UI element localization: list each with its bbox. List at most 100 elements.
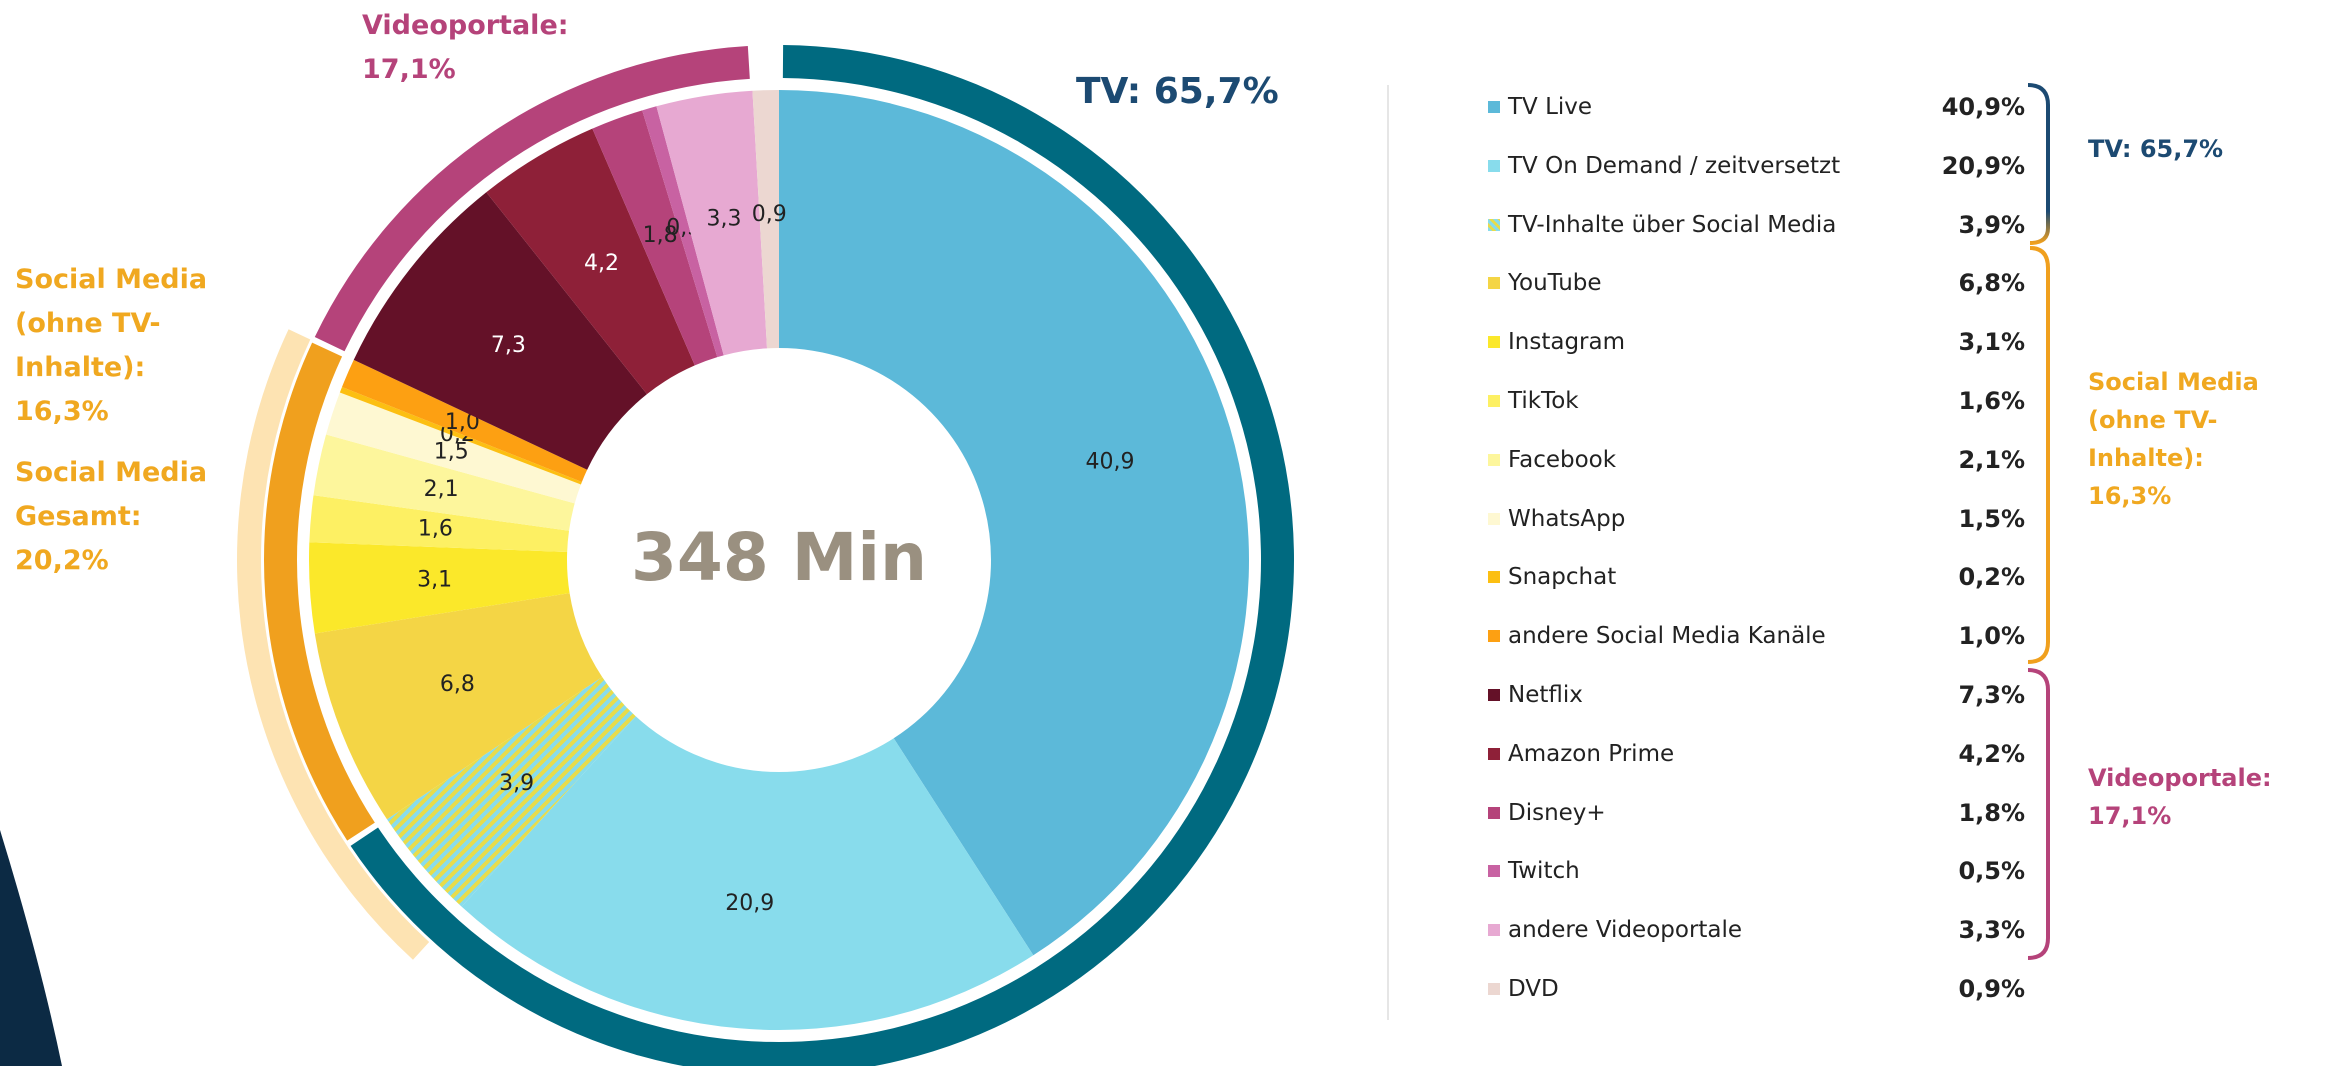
group-ring (314, 45, 750, 352)
legend-value: 1,6% (1958, 387, 2025, 415)
total-group-ring (236, 329, 430, 960)
legend-value: 1,0% (1958, 622, 2025, 651)
slice-label: 6,8 (440, 672, 475, 697)
slice (486, 128, 695, 395)
slice (342, 359, 588, 482)
bracket-social (2027, 246, 2050, 664)
legend-label: TV Live (1508, 94, 1593, 120)
legend-entry: andere Videoportale (1488, 910, 1742, 950)
legend-label: Disney+ (1508, 799, 1606, 826)
legend-swatch (1488, 218, 1500, 231)
legend-entry: Instagram (1488, 322, 1625, 362)
legend-entry: WhatsApp (1488, 499, 1625, 539)
group-label: TV: 65,7% (2088, 130, 2323, 168)
legend-swatch (1488, 101, 1500, 113)
group-value: 65,7% (2139, 135, 2224, 163)
legend-label: TikTok (1508, 388, 1579, 414)
legend-label: WhatsApp (1508, 505, 1626, 532)
legend-swatch (1488, 747, 1500, 760)
group-label: Videoportale: 17,1% (2088, 759, 2323, 835)
legend-value: 0,2% (1958, 563, 2025, 592)
slice (386, 676, 636, 907)
group-label: Social Media (ohne TV-Inhalte): 16,3% (2088, 363, 2323, 515)
bracket-video (2027, 668, 2050, 960)
slice (339, 386, 582, 485)
legend-label: Facebook (1508, 446, 1617, 473)
legend-value: 3,9% (1958, 210, 2025, 239)
legend-swatch (1488, 512, 1500, 525)
legend-swatch (1488, 159, 1500, 172)
corner-image (0, 830, 62, 1066)
slice (353, 192, 647, 470)
center-label: 348 Min (631, 519, 927, 596)
slice (309, 495, 570, 553)
legend-entry: DVD (1488, 969, 1559, 1009)
slice-label: 3,9 (499, 771, 534, 796)
legend-value: 1,5% (1958, 504, 2025, 533)
group-title: TV: (2088, 135, 2132, 163)
legend-label: Netflix (1508, 682, 1583, 708)
legend-swatch (1488, 395, 1500, 407)
group-value: 65,7% (1153, 71, 1279, 112)
group-label: Videoportale: 17,1% (362, 4, 569, 92)
legend-value: 1,8% (1958, 798, 2025, 827)
slice-label: 1,5 (434, 439, 469, 464)
slice-label: 1,6 (418, 517, 453, 542)
legend-entry: andere Social Media Kanäle (1488, 616, 1826, 656)
slice (309, 542, 570, 634)
group-title: Social Media Gesamt: (15, 457, 208, 532)
legend-entry: Disney+ (1488, 793, 1606, 833)
legend-swatch (1488, 865, 1500, 878)
legend-entry: Twitch (1488, 851, 1580, 891)
legend-value: 40,9% (1941, 93, 2025, 121)
slice (326, 392, 581, 504)
group-label: TV: 65,7% (1076, 70, 1279, 114)
slice-label: 4,2 (584, 251, 619, 276)
slice-label: 1,8 (643, 223, 678, 248)
legend-entry: TV-Inhalte über Social Media (1488, 205, 1836, 245)
legend-entry: TV Live (1488, 87, 1592, 127)
legend-value: 6,8% (1958, 269, 2025, 298)
legend-entry: Facebook (1488, 440, 1616, 480)
bracket-tv (2027, 83, 2050, 245)
slice (779, 90, 1249, 956)
group-title: Videoportale: (2088, 764, 2272, 792)
legend-label: Amazon Prime (1508, 740, 1675, 767)
legend-label: DVD (1508, 976, 1559, 1002)
legend-entry: YouTube (1488, 263, 1602, 303)
legend-swatch (1488, 453, 1500, 466)
legend-label: TV-Inhalte über Social Media (1508, 211, 1837, 238)
group-value: 16,3% (15, 396, 109, 427)
legend-label: Twitch (1508, 858, 1580, 885)
legend-entry: Amazon Prime (1488, 734, 1674, 774)
slice-label: 3,3 (706, 206, 741, 231)
legend-value: 3,3% (1958, 916, 2025, 945)
group-value: 16,3% (2088, 482, 2172, 510)
group-title: Videoportale: (362, 10, 569, 41)
legend-swatch (1488, 336, 1500, 349)
group-label: Social Media (ohne TV-Inhalte): 16,3% (15, 258, 275, 434)
legend-swatch (1488, 689, 1500, 701)
legend-entry: TV On Demand / zeitversetzt (1488, 146, 1840, 186)
group-value: 17,1% (2088, 802, 2172, 830)
slice (656, 90, 768, 356)
legend-value: 2,1% (1958, 445, 2025, 474)
legend-swatch (1488, 983, 1500, 995)
slice-label: 0,9 (752, 202, 787, 227)
legend-swatch (1488, 571, 1500, 584)
slice (313, 434, 575, 531)
group-value: 20,2% (15, 545, 109, 576)
group-value: 17,1% (362, 54, 456, 85)
legend-label: TV On Demand / zeitversetzt (1508, 152, 1841, 179)
group-ring (263, 342, 375, 841)
legend-swatch (1488, 806, 1500, 819)
legend-entry: Netflix (1488, 675, 1583, 715)
group-label: Social Media Gesamt: 20,2% (15, 451, 215, 583)
legend-value: 20,9% (1941, 151, 2025, 180)
group-title: TV: (1076, 71, 1142, 112)
slice (461, 716, 1034, 1030)
slice-label: 20,9 (725, 891, 774, 916)
slice-label: 40,9 (1086, 450, 1135, 475)
